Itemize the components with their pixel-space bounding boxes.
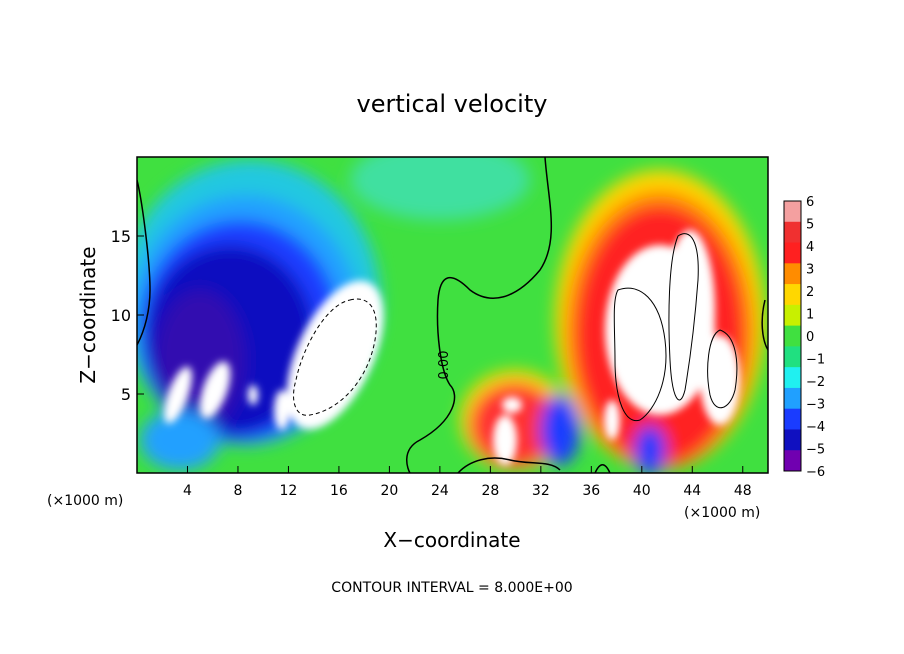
x-unit-label-right: (×1000 m): [684, 505, 760, 521]
colorbar-swatch: [784, 346, 801, 368]
colorbar-frame: [783, 200, 802, 472]
y-tick-label: 15: [111, 227, 131, 246]
x-tick-label: 8: [233, 483, 242, 499]
colorbar-swatch: [784, 201, 801, 223]
inner-contour-lines: [293, 233, 738, 422]
colorbar-label: 3: [806, 263, 814, 278]
contour-label-zero: 0.00: [437, 351, 452, 380]
colorbar-label: 1: [806, 308, 814, 323]
y-axis-label: Z−coordinate: [76, 246, 100, 383]
x-tick-label: 16: [330, 483, 348, 499]
colorbar-label: 2: [806, 285, 814, 300]
colorbar-swatch: [784, 367, 801, 389]
x-tick-label: 4: [183, 483, 192, 499]
colorbar-label: −1: [806, 353, 825, 368]
colorbar-swatch: [784, 325, 801, 347]
colorbar-label: −4: [806, 420, 825, 435]
colorbar-label: −5: [806, 443, 825, 458]
colorbar-swatch: [784, 387, 801, 410]
colorbar-label: 5: [806, 218, 814, 233]
x-tick-label: 40: [633, 483, 651, 499]
x-tick-label: 44: [683, 483, 701, 499]
x-axis-ticks: 4 8 12 16 20 24 28 32 36 40 44 48: [183, 466, 752, 499]
x-axis-label: X−coordinate: [383, 528, 520, 552]
colorbar-label: 4: [806, 240, 814, 255]
y-tick-label: 10: [111, 306, 131, 325]
contour-lines: [137, 157, 768, 473]
x-tick-label: 36: [582, 483, 600, 499]
saturated-regions: [164, 230, 740, 465]
contour-interval-note: CONTOUR INTERVAL = 8.000E+00: [331, 580, 572, 596]
x-tick-label: 28: [481, 483, 499, 499]
y-tick-label: 5: [121, 385, 131, 404]
colorbar-label: −6: [806, 465, 825, 480]
colorbar-label: 6: [806, 195, 814, 210]
colorbar-swatch: [784, 263, 801, 285]
x-tick-label: 48: [734, 483, 752, 499]
y-axis-ticks: 5 10 15: [111, 227, 144, 404]
colorbar: 6 5 4 3 2 1 0 −1 −2 −3 −4 −5 −6: [783, 195, 825, 480]
colorbar-swatch: [784, 304, 801, 327]
colorbar-label: 0: [806, 330, 814, 345]
x-tick-label: 12: [280, 483, 298, 499]
colorbar-swatch: [784, 429, 801, 451]
x-unit-label-left: (×1000 m): [47, 493, 123, 509]
colorbar-label: −3: [806, 398, 825, 413]
plot-area: [137, 157, 768, 473]
chart-title: vertical velocity: [357, 90, 548, 118]
colorbar-swatch: [784, 450, 801, 472]
x-tick-label: 20: [380, 483, 398, 499]
colorbar-label: −2: [806, 375, 825, 390]
colorbar-swatch: [784, 284, 801, 306]
colorbar-swatch: [784, 408, 801, 430]
colorbar-swatch: [784, 221, 801, 244]
colorbar-swatch: [784, 242, 801, 264]
x-tick-label: 32: [532, 483, 550, 499]
x-tick-label: 24: [431, 483, 449, 499]
